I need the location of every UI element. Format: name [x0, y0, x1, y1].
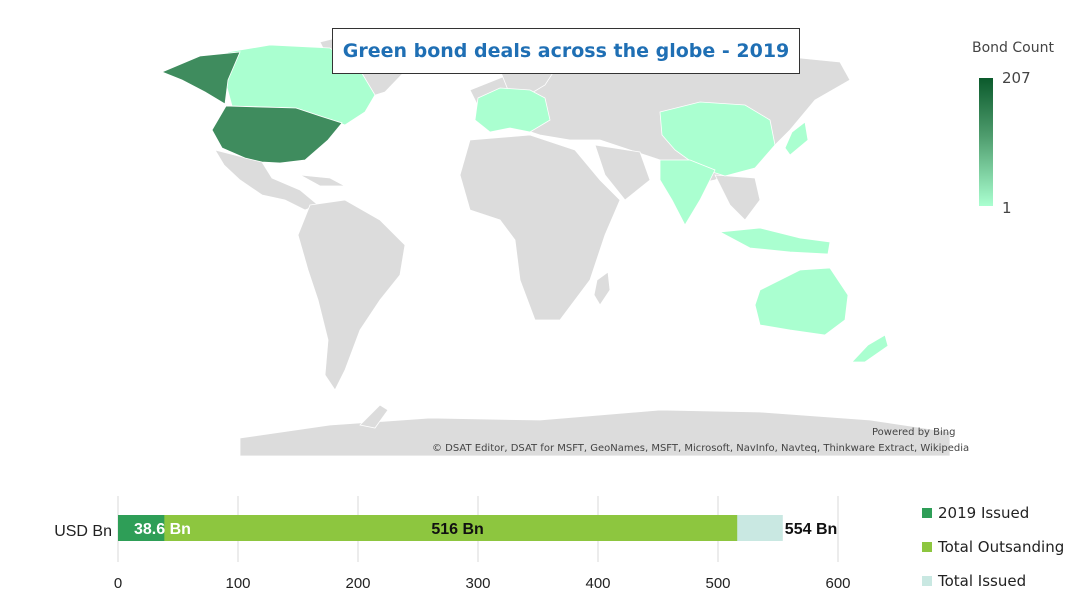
- country-china: [659, 101, 776, 177]
- x-tick-label: 0: [114, 575, 122, 592]
- data-label-total-issued: 554 Bn: [785, 521, 837, 538]
- x-tick-label: 500: [705, 575, 730, 592]
- country-europe: [474, 87, 551, 133]
- legend-label: Total Issued: [938, 572, 1027, 590]
- x-tick-label: 300: [465, 575, 490, 592]
- country-japan: [784, 121, 809, 156]
- x-tick-labels: 0 100 200 300 400 500 600: [114, 575, 851, 592]
- bond-count-countries: [160, 44, 889, 363]
- legend-label: Total Outsanding: [938, 538, 1065, 556]
- map-title: Green bond deals across the globe - 2019: [332, 28, 800, 74]
- category-label: USD Bn: [54, 523, 112, 540]
- country-indonesia: [718, 227, 831, 255]
- mexico-central-america: [214, 149, 319, 211]
- country-alaska: [160, 51, 241, 105]
- legend-item: Total Issued: [922, 564, 1064, 598]
- bar-2019-issued: [118, 515, 165, 541]
- south-america: [297, 199, 406, 391]
- bar-total-outsanding: [118, 515, 738, 541]
- series-legend: 2019 Issued Total Outsanding Total Issued: [922, 496, 1064, 598]
- powered-by-text: Powered by Bing: [872, 427, 956, 438]
- color-legend-title: Bond Count: [972, 40, 1054, 56]
- caribbean: [299, 174, 346, 187]
- legend-item: 2019 Issued: [922, 496, 1064, 530]
- legend-item: Total Outsanding: [922, 530, 1064, 564]
- bars: [118, 515, 783, 541]
- map-attribution: © DSAT Editor, DSAT for MSFT, GeoNames, …: [432, 443, 970, 454]
- legend-swatch: [922, 576, 932, 586]
- country-australia: [754, 267, 849, 336]
- legend-swatch: [922, 542, 932, 552]
- x-tick-label: 200: [345, 575, 370, 592]
- legend-swatch: [922, 508, 932, 518]
- africa: [459, 134, 621, 321]
- country-new-zealand: [851, 334, 889, 363]
- country-india: [659, 159, 716, 226]
- legend-label: 2019 Issued: [938, 504, 1030, 522]
- usd-bar-chart: USD Bn 38.6 Bn 516 Bn 554 Bn 0 100 200 300 400…: [54, 496, 851, 592]
- world-map: [160, 33, 951, 457]
- antarctic-peninsula: [359, 404, 389, 429]
- color-legend-min: 1: [1002, 199, 1012, 217]
- bar-labels: 38.6 Bn 516 Bn 554 Bn: [134, 521, 837, 538]
- data-label-2019-issued: 38.6 Bn: [134, 521, 191, 538]
- color-legend-max: 207: [1002, 69, 1031, 87]
- data-label-total-outstanding: 516 Bn: [431, 521, 483, 538]
- x-tick-label: 400: [585, 575, 610, 592]
- southeast-asia: [714, 174, 761, 221]
- madagascar: [593, 271, 611, 306]
- x-tick-label: 100: [225, 575, 250, 592]
- country-usa: [211, 105, 343, 164]
- x-tick-label: 600: [825, 575, 850, 592]
- color-legend-gradient: [979, 78, 993, 206]
- antarctica: [239, 409, 951, 457]
- arabian-peninsula: [594, 144, 651, 201]
